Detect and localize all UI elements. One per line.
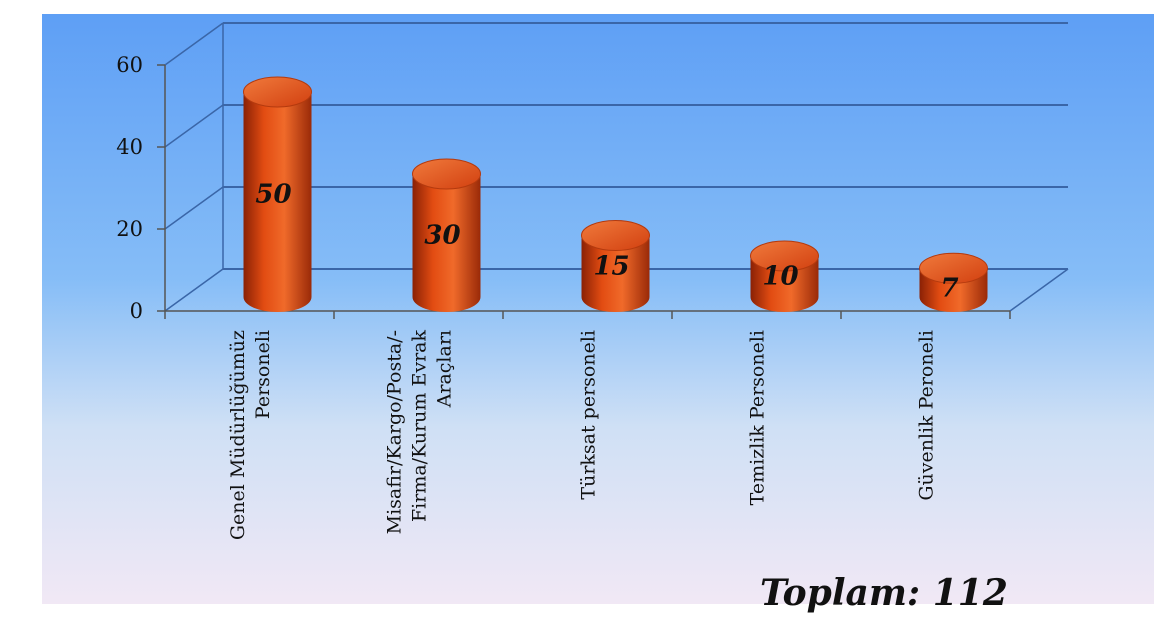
data-label-2: 15 bbox=[593, 251, 629, 281]
y-tick-label-40: 40 bbox=[116, 135, 143, 159]
bar-4 bbox=[919, 252, 988, 313]
bar-body-3 bbox=[750, 256, 819, 313]
bar-body-2 bbox=[581, 235, 650, 313]
bar-top-2 bbox=[581, 220, 650, 251]
bar-top-3 bbox=[750, 240, 819, 272]
bars bbox=[243, 76, 988, 313]
y-tick-label-0: 0 bbox=[130, 299, 143, 323]
category-label-1-1: Firma/Kurum Evrak bbox=[409, 330, 431, 522]
category-label-0-1: Personeli bbox=[252, 330, 274, 419]
bar-top-0 bbox=[243, 76, 312, 108]
bar-3 bbox=[750, 240, 819, 313]
category-label-3-0: Temizlik Personeli bbox=[747, 330, 769, 505]
bar-0 bbox=[243, 76, 312, 313]
category-label-1-0: Misafir/Kargo/Posta/- bbox=[384, 330, 406, 534]
gridline-side-40 bbox=[164, 104, 224, 148]
data-label-3: 10 bbox=[762, 262, 798, 292]
bar-top-4 bbox=[919, 252, 988, 284]
y-tick-label-60: 60 bbox=[116, 53, 143, 77]
floor-right-edge bbox=[1009, 268, 1069, 312]
labels: 0 20 40 60 50 30 15 10 7 Genel Müdürlüğümüz Person… bbox=[116, 53, 958, 540]
bar-2 bbox=[581, 220, 650, 313]
category-label-0-0: Genel Müdürlüğümüz bbox=[227, 330, 249, 540]
data-label-0: 50 bbox=[255, 180, 291, 210]
y-tick-label-20: 20 bbox=[116, 217, 143, 241]
data-label-4: 7 bbox=[940, 273, 958, 303]
bar-1 bbox=[412, 158, 481, 313]
bar-top-1 bbox=[412, 158, 481, 190]
gridline-side-60 bbox=[164, 22, 224, 66]
total-label: Toplam: 112 bbox=[760, 572, 1008, 614]
gridline-side-0 bbox=[164, 268, 224, 312]
axes bbox=[157, 64, 1011, 319]
data-label-1: 30 bbox=[424, 221, 460, 251]
bar-body-0 bbox=[243, 92, 312, 313]
category-label-2-0: Türksat personeli bbox=[578, 330, 600, 500]
category-label-4-0: Güvenlik Peroneli bbox=[916, 330, 938, 501]
bar-body-1 bbox=[412, 174, 481, 313]
category-label-1-2: Araçları bbox=[434, 330, 456, 408]
gridline-side-20 bbox=[164, 186, 224, 230]
